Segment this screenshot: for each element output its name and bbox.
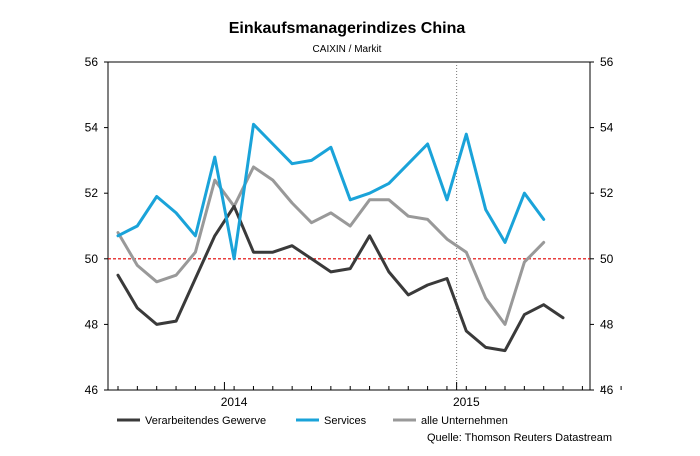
y-tick-label-right: 52 (600, 186, 614, 200)
series-line-2 (116, 165, 546, 326)
y-tick-label-left: 52 (85, 186, 99, 200)
y-tick-label-right: 50 (600, 252, 614, 266)
series-line-1 (116, 122, 546, 261)
legend-label-verarbeitendes: Verarbeitendes Gewerve (145, 415, 266, 427)
axis-layer: 46 46 48 48 50 50 52 52 54 54 56 56 2014 2015 (85, 55, 622, 409)
x-tick-label-2014: 2014 (221, 395, 248, 409)
chart-subtitle: CAIXIN / Markit (313, 44, 382, 55)
y-tick-label-right: 56 (600, 55, 614, 69)
y-tick-label-left: 48 (85, 317, 99, 331)
y-tick-label-right: 46 (600, 383, 614, 397)
y-tick-label-left: 56 (85, 55, 99, 69)
y-tick-label-right: 54 (600, 121, 614, 135)
y-tick-label-left: 50 (85, 252, 99, 266)
source-note: Quelle: Thomson Reuters Datastream (427, 432, 612, 444)
chart-title: Einkaufsmanagerindizes China (229, 20, 466, 37)
legend: Verarbeitendes Gewerve Services alle Unt… (117, 415, 508, 427)
legend-label-alle: alle Unternehmen (421, 415, 508, 427)
x-tick-label-2015: 2015 (453, 395, 480, 409)
plot-frame (107, 61, 591, 391)
y-tick-label-left: 54 (85, 121, 99, 135)
legend-label-services: Services (324, 415, 367, 427)
series-line-0 (116, 204, 565, 353)
y-tick-label-right: 48 (600, 317, 614, 331)
series-layer (116, 122, 565, 353)
y-tick-label-left: 46 (85, 383, 99, 397)
